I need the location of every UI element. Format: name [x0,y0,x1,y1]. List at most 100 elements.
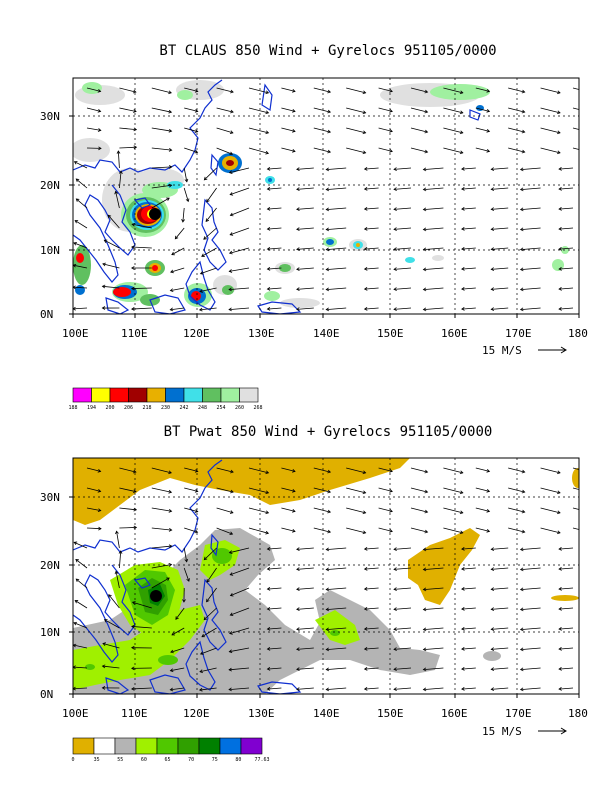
colorbar-label: 268 [253,405,262,411]
wind-vector [411,128,427,132]
wind-vector [394,688,411,689]
colorbar-label: 260 [235,405,244,411]
wind-vector [297,608,314,609]
wind-vector [423,228,443,230]
wind-vector [206,208,216,221]
wind-vector-head [584,129,587,132]
panel1-y-tick-labels: 0N 10N 20N 30N [40,110,60,321]
wind-vector [314,148,330,152]
figure-canvas: BT CLAUS 850 Wind + Gyrelocs 951105/0000 [0,0,612,792]
panel1-gyre-marker [149,208,161,220]
wind-vector [411,108,427,112]
wind-vector [249,108,268,113]
wind-vector [365,208,379,209]
wind-vector [230,248,249,253]
wind-vector [411,148,427,152]
wind-vector [411,468,427,472]
panel1-y-tick-label: 0N [40,308,53,321]
wind-vector [326,568,346,570]
panel2-x-tick-label: 160E [441,707,468,720]
colorbar-swatch [241,738,262,754]
wind-vector [559,188,573,189]
wind-vector [521,588,541,590]
wind-vector [462,188,476,189]
wind-vector [217,128,233,133]
colorbar-label: 248 [198,405,207,411]
wind-vector [297,568,314,569]
wind-vector [230,228,249,235]
panel2-reference-vector-label: 15 M/S [482,725,522,738]
panel2-gyre-marker [150,590,162,602]
wind-vector [119,527,136,528]
wind-vector [559,668,573,669]
wind-vector [559,208,573,209]
wind-vector [443,468,462,473]
wind-vector [297,248,314,249]
wind-vector-head [584,109,587,112]
panel2-x-tick-label: 150E [377,707,404,720]
wind-vector [462,268,476,269]
wind-vector [423,168,443,170]
panel1-x-tick-labels: 100E 110E 120E 130E 140E 150E 160E 170E … [62,327,588,340]
panel1-reference-vector-arrow [538,347,566,353]
wind-vector [76,179,87,188]
wind-vector [365,268,379,269]
wind-vector [297,268,314,269]
wind-vector [230,188,249,195]
wind-vector-head [584,149,587,152]
wind-vector [229,268,249,271]
wind-vector [559,648,573,649]
wind-vector [491,168,508,169]
panel2-y-tick-labels: 0N 10N 20N 30N [40,491,60,701]
wind-vector [267,248,281,249]
panel1-map [70,78,587,314]
panel1-x-tick-label: 180 [568,327,588,340]
wind-vector [521,308,541,310]
wind-vector [152,488,172,492]
wind-vector [326,668,346,670]
colorbar-swatch [94,738,115,754]
colorbar-label: 60 [141,757,147,763]
colorbar-label: 200 [105,405,114,411]
wind-vector [521,268,541,270]
wind-vector [326,168,346,170]
wind-vector [462,608,476,609]
wind-vector [346,128,365,133]
figure-page: BT CLAUS 850 Wind + Gyrelocs 951105/0000 [0,0,612,792]
wind-vector [462,168,476,169]
colorbar-swatch [203,388,222,402]
wind-vector [462,308,476,309]
colorbar-label: 206 [124,405,133,411]
wind-vector [365,228,379,229]
wind-vector [443,508,462,513]
wind-vector [559,688,573,689]
wind-vector [117,531,120,548]
wind-vector [297,228,314,229]
wind-vector-head [584,509,587,512]
wind-vector [119,128,136,130]
wind-vector [573,488,587,491]
wind-vector [541,468,560,473]
wind-vector [326,248,346,250]
wind-vector [521,208,541,210]
wind-vector [443,148,462,153]
panel2-reference-vector-arrow [538,728,566,734]
wind-vector [411,488,427,492]
panel1-y-tick-label: 30N [40,110,60,123]
wind-vector [314,128,330,132]
wind-vector [443,488,462,493]
wind-vector [411,528,427,532]
wind-vector [230,208,249,215]
panel2-x-tick-label: 130E [248,707,275,720]
colorbar-swatch [136,738,157,754]
wind-vector [326,588,346,590]
panel2-y-tick-label: 20N [40,559,60,572]
wind-vector [462,628,476,629]
panel1-y-tick-label: 20N [40,179,60,192]
wind-vector [508,508,524,512]
wind-vector [314,508,330,512]
wind-vector [267,228,281,229]
wind-vector [314,88,330,92]
